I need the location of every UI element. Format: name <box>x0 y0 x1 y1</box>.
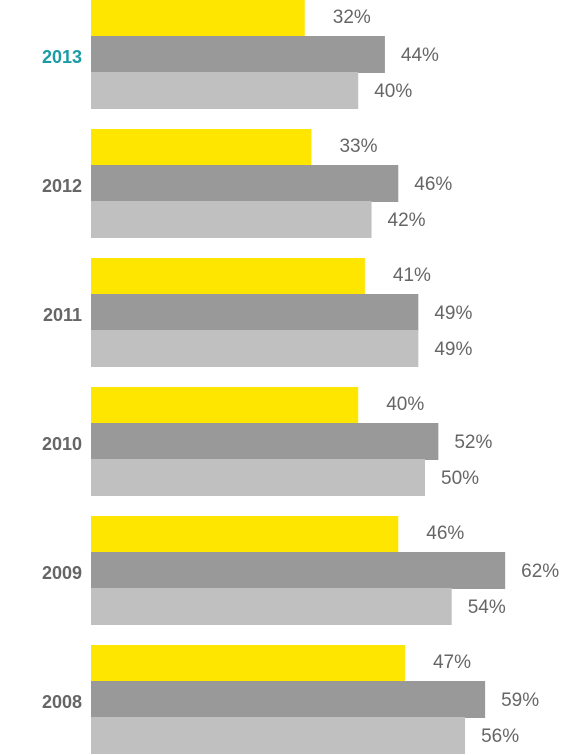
value-label-2012-s1: 33% <box>339 136 377 157</box>
value-label-2013-s2: 44% <box>401 45 439 66</box>
value-label-2012-s2: 46% <box>414 174 452 195</box>
value-label-2012-s3: 42% <box>388 210 426 231</box>
bar-2012-s2 <box>91 165 399 202</box>
bar-2009-s3 <box>91 588 452 625</box>
bar-2010-s1 <box>91 387 359 424</box>
bar-2009-s2 <box>91 552 506 589</box>
bar-2013-s3 <box>91 72 359 109</box>
value-label-2011-s1: 41% <box>393 265 431 286</box>
value-label-2011-s2: 49% <box>434 303 472 324</box>
category-label-2013: 2013 <box>42 47 82 67</box>
category-label-2010: 2010 <box>42 434 82 454</box>
value-label-2010-s1: 40% <box>386 394 424 415</box>
value-label-2013-s3: 40% <box>374 81 412 102</box>
bar-2008-s1 <box>91 645 405 682</box>
bar-2011-s2 <box>91 294 419 331</box>
bar-2010-s2 <box>91 423 439 460</box>
category-label-2008: 2008 <box>42 692 82 712</box>
bar-2011-s1 <box>91 258 365 295</box>
bar-2011-s3 <box>91 330 419 367</box>
bar-2013-s1 <box>91 0 305 37</box>
category-label-2011: 2011 <box>43 305 82 325</box>
bar-2008-s2 <box>91 681 486 718</box>
bar-2008-s3 <box>91 717 466 754</box>
value-label-2013-s1: 32% <box>333 7 371 28</box>
bar-2013-s2 <box>91 36 385 73</box>
value-label-2008-s3: 56% <box>481 726 519 747</box>
category-label-2009: 2009 <box>42 563 82 583</box>
value-label-2009-s1: 46% <box>426 523 464 544</box>
category-label-2012: 2012 <box>42 176 82 196</box>
bar-2010-s3 <box>91 459 425 496</box>
value-label-2009-s3: 54% <box>468 597 506 618</box>
value-label-2011-s3: 49% <box>434 339 472 360</box>
bar-2012-s3 <box>91 201 372 238</box>
value-label-2008-s1: 47% <box>433 652 471 673</box>
value-label-2008-s2: 59% <box>501 690 539 711</box>
bar-2012-s1 <box>91 129 312 166</box>
value-label-2009-s2: 62% <box>521 561 559 582</box>
value-label-2010-s3: 50% <box>441 468 479 489</box>
value-label-2010-s2: 52% <box>454 432 492 453</box>
bar-2009-s1 <box>91 516 399 553</box>
